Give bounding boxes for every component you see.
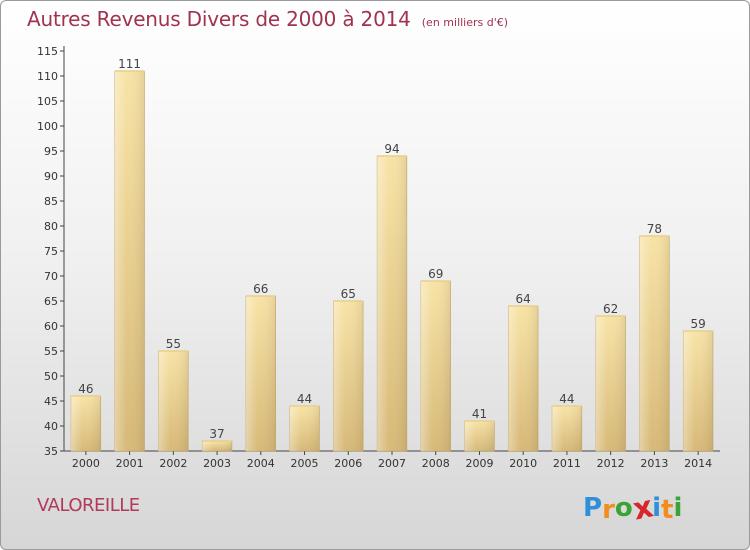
- proxiti-logo: Proxiti: [583, 489, 683, 527]
- x-tick-label: 2001: [116, 457, 144, 470]
- x-tick-label: 2009: [465, 457, 493, 470]
- y-tick-label: 110: [37, 70, 58, 83]
- value-labels: 46 111 55 37 66 44 65 94 69 41 64 44 62 78 59: [78, 57, 706, 441]
- place-name: VALOREILLE: [37, 495, 140, 516]
- bar-highlight: [377, 156, 407, 451]
- y-tick-label: 55: [44, 345, 58, 358]
- x-tick-label: 2012: [597, 457, 625, 470]
- logo-letter: o: [614, 493, 633, 523]
- y-tick-label: 105: [37, 95, 58, 108]
- chart-subtitle: (en milliers d'€): [421, 16, 509, 29]
- bar-highlight: [70, 396, 101, 451]
- y-tick-label: 70: [44, 270, 58, 283]
- y-tick-label: 90: [44, 170, 58, 183]
- x-tick-label: 2013: [640, 457, 668, 470]
- bar-highlight: [333, 301, 364, 451]
- logo-letter: i: [652, 493, 662, 523]
- value-label: 55: [166, 337, 181, 351]
- logo-letter: i: [673, 493, 683, 523]
- logo-letter: P: [583, 493, 603, 523]
- bar-highlight: [245, 296, 276, 451]
- x-tick-label: 2014: [684, 457, 712, 470]
- y-tick-label: 95: [44, 145, 58, 158]
- logo-letter: t: [661, 495, 674, 525]
- bar-highlight: [289, 406, 320, 451]
- bar-highlight: [158, 351, 189, 451]
- bar-highlight: [552, 406, 582, 451]
- value-label: 62: [603, 302, 618, 316]
- value-label: 65: [341, 287, 356, 301]
- y-tick-label: 35: [44, 445, 58, 458]
- value-label: 41: [472, 407, 487, 421]
- chart-title: Autres Revenus Divers de 2000 à 2014: [27, 7, 411, 31]
- y-tick-label: 75: [44, 245, 58, 258]
- bar-highlight: [420, 281, 451, 451]
- x-tick-label: 2007: [378, 457, 406, 470]
- y-tick-label: 60: [44, 320, 58, 333]
- bar-highlight: [639, 236, 670, 451]
- x-tick-label: 2005: [291, 457, 319, 470]
- y-tick-label: 80: [44, 220, 58, 233]
- y-tick-label: 85: [44, 195, 58, 208]
- x-tick-label: 2006: [334, 457, 362, 470]
- y-tick-label: 115: [37, 45, 58, 58]
- x-tick-label: 2011: [553, 457, 581, 470]
- value-label: 94: [384, 142, 399, 156]
- value-label: 66: [253, 282, 268, 296]
- bar-highlight: [508, 306, 539, 451]
- x-tick-label: 2000: [72, 457, 100, 470]
- x-tick-label: 2008: [422, 457, 450, 470]
- value-label: 44: [297, 392, 312, 406]
- value-label: 46: [78, 382, 93, 396]
- value-label: 44: [559, 392, 574, 406]
- y-tick-label: 50: [44, 370, 58, 383]
- y-tick-label: 40: [44, 420, 58, 433]
- x-tick-label: 2002: [159, 457, 187, 470]
- value-label: 78: [647, 222, 662, 236]
- y-tick-label: 65: [44, 295, 58, 308]
- bar-highlight: [683, 331, 714, 451]
- value-label: 59: [690, 317, 705, 331]
- bar-highlight: [202, 441, 232, 451]
- bar-highlight: [114, 71, 145, 451]
- bar-highlight: [595, 316, 626, 451]
- title-block: Autres Revenus Divers de 2000 à 2014 (en…: [27, 7, 508, 31]
- y-tick-label: 100: [37, 120, 58, 133]
- y-axis: 35 40 45 50 55 60 65 70 75 80 85 90 95 100 105 110 115: [37, 45, 65, 458]
- bar-highlight: [464, 421, 495, 451]
- x-tick-label: 2004: [247, 457, 275, 470]
- value-label: 69: [428, 267, 443, 281]
- logo-letter: r: [602, 495, 615, 525]
- x-axis: 2000 2001 2002 2003 2004 2005 2006 2007 2008 2009…: [64, 450, 720, 470]
- value-label: 37: [209, 427, 224, 441]
- y-tick-label: 45: [44, 395, 58, 408]
- value-label: 64: [516, 292, 531, 306]
- x-tick-label: 2003: [203, 457, 231, 470]
- value-label: 111: [118, 57, 141, 71]
- bars: [70, 70, 714, 452]
- x-tick-label: 2010: [509, 457, 537, 470]
